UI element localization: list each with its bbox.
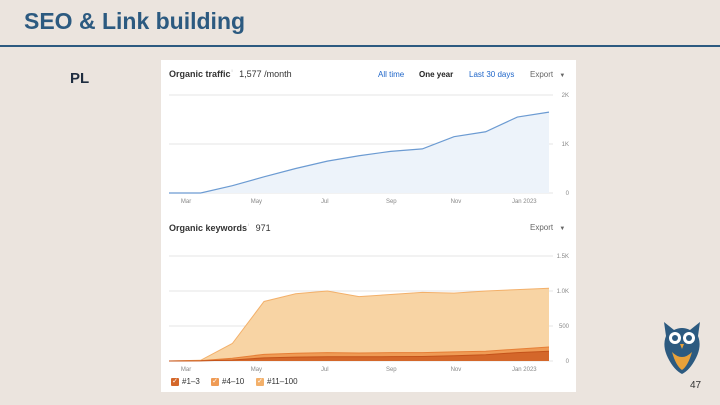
export-label: Export: [530, 70, 554, 79]
x-tick-label: Jan 2023: [512, 367, 537, 373]
series-area-top100-line: [168, 287, 550, 362]
keywords-export-button[interactable]: Export ▼: [530, 223, 565, 232]
traffic-value: 1,577 /month: [239, 69, 292, 79]
ahrefs-panel: Organic trafficⁱ 1,577 /month All time O…: [161, 60, 576, 392]
legend-label: #11–100: [267, 377, 298, 386]
x-tick-label: Sep: [386, 367, 397, 373]
x-tick-label: Mar: [181, 367, 191, 373]
x-tick-label: Mar: [181, 199, 191, 205]
traffic-title: Organic traffic: [169, 69, 231, 79]
info-icon[interactable]: ⁱ: [248, 224, 250, 230]
x-tick-label: Nov: [451, 367, 462, 373]
keywords-header: Organic keywordsⁱ 971: [169, 223, 271, 233]
x-tick-label: Jan 2023: [512, 199, 537, 205]
legend-item-top100[interactable]: ✓ #11–100: [256, 377, 298, 386]
keywords-value: 971: [255, 223, 271, 233]
series-area-top10-line: [168, 346, 550, 362]
caret-down-icon: ▼: [559, 73, 566, 79]
y-tick-label: 0: [566, 359, 570, 365]
series-area-top100: [169, 288, 549, 361]
info-icon[interactable]: ⁱ: [231, 70, 233, 76]
legend-label: #4–10: [222, 377, 245, 386]
x-tick-label: May: [251, 199, 262, 205]
range-last-30-days[interactable]: Last 30 days: [469, 70, 515, 79]
page-number: 47: [690, 380, 702, 391]
y-tick-label: 1K: [562, 142, 569, 148]
series-area-top3-line: [168, 350, 550, 362]
range-one-year[interactable]: One year: [419, 70, 454, 79]
traffic-header: Organic trafficⁱ 1,577 /month: [169, 69, 292, 79]
y-tick-label: 0: [566, 191, 570, 197]
title-divider: [0, 45, 720, 47]
traffic-line: [169, 111, 550, 194]
checkbox-icon[interactable]: ✓: [171, 377, 179, 386]
legend-item-top3[interactable]: ✓ #1–3: [171, 377, 200, 386]
x-tick-label: Jul: [321, 367, 329, 373]
traffic-area: [169, 112, 549, 193]
slide-title: SEO & Link building: [24, 8, 246, 34]
keywords-chart-svg: 0 500 1.0K 1.5K Mar May Jul Sep Nov Jan 2023: [168, 254, 570, 373]
x-tick-label: Jul: [321, 199, 329, 205]
owl-logo-icon: [664, 322, 700, 374]
y-tick-label: 1.5K: [557, 254, 569, 260]
export-label: Export: [530, 223, 554, 232]
legend-item-top10[interactable]: ✓ #4–10: [211, 377, 244, 386]
traffic-chart-svg: 0 1K 2K Mar May Jul Sep Nov Jan 2023: [169, 93, 570, 205]
range-all-time[interactable]: All time: [378, 70, 405, 79]
legend-label: #1–3: [182, 377, 200, 386]
series-area-top3: [169, 351, 549, 361]
y-tick-label: 2K: [562, 93, 569, 99]
keywords-title: Organic keywords: [169, 223, 248, 233]
checkbox-icon[interactable]: ✓: [256, 377, 264, 386]
y-tick-label: 500: [559, 324, 570, 330]
caret-down-icon: ▼: [559, 226, 566, 232]
x-tick-label: Sep: [386, 199, 397, 205]
traffic-export-button[interactable]: Export ▼: [530, 70, 565, 79]
x-tick-label: May: [251, 367, 262, 373]
checkbox-icon[interactable]: ✓: [211, 377, 219, 386]
y-tick-label: 1.0K: [557, 289, 569, 295]
x-tick-label: Nov: [451, 199, 462, 205]
country-label: PL: [70, 70, 90, 87]
